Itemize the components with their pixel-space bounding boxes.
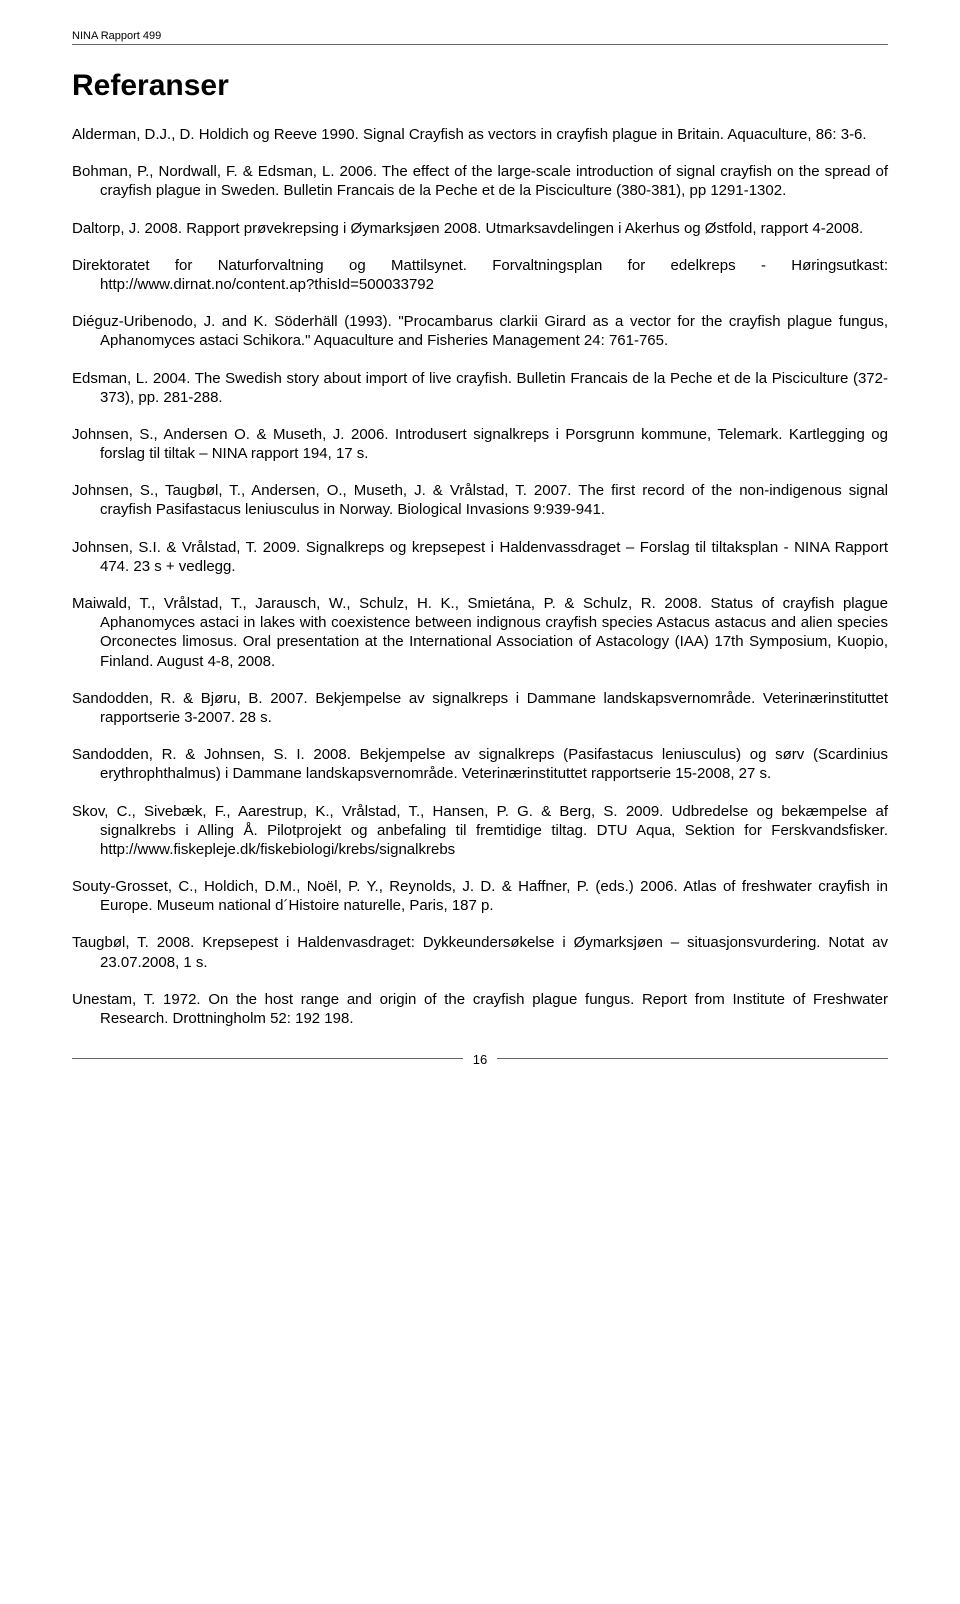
reference-entry: Johnsen, S.I. & Vrålstad, T. 2009. Signa… — [72, 538, 888, 576]
reference-entry: Sandodden, R. & Johnsen, S. I. 2008. Bek… — [72, 745, 888, 783]
reference-entry: Bohman, P., Nordwall, F. & Edsman, L. 20… — [72, 162, 888, 200]
reference-entry: Unestam, T. 1972. On the host range and … — [72, 990, 888, 1028]
reference-entry: Taugbøl, T. 2008. Krepsepest i Haldenvas… — [72, 933, 888, 971]
reference-entry: Johnsen, S., Andersen O. & Museth, J. 20… — [72, 425, 888, 463]
section-title: Referanser — [72, 69, 888, 103]
reference-entry: Direktoratet for Naturforvaltning og Mat… — [72, 256, 888, 294]
reference-entry: Sandodden, R. & Bjøru, B. 2007. Bekjempe… — [72, 689, 888, 727]
references-list: Alderman, D.J., D. Holdich og Reeve 1990… — [72, 125, 888, 1028]
reference-entry: Daltorp, J. 2008. Rapport prøvekrepsing … — [72, 219, 888, 238]
reference-entry: Souty-Grosset, C., Holdich, D.M., Noël, … — [72, 877, 888, 915]
page-number: 16 — [463, 1052, 497, 1067]
running-header: NINA Rapport 499 — [72, 30, 888, 42]
reference-entry: Diéguz-Uribenodo, J. and K. Söderhäll (1… — [72, 312, 888, 350]
reference-entry: Skov, C., Sivebæk, F., Aarestrup, K., Vr… — [72, 802, 888, 860]
reference-entry: Edsman, L. 2004. The Swedish story about… — [72, 369, 888, 407]
reference-entry: Alderman, D.J., D. Holdich og Reeve 1990… — [72, 125, 888, 144]
footer: 16 — [72, 1065, 888, 1083]
document-page: NINA Rapport 499 Referanser Alderman, D.… — [0, 0, 960, 1123]
reference-entry: Johnsen, S., Taugbøl, T., Andersen, O., … — [72, 481, 888, 519]
reference-entry: Maiwald, T., Vrålstad, T., Jarausch, W.,… — [72, 594, 888, 671]
header-rule — [72, 44, 888, 45]
